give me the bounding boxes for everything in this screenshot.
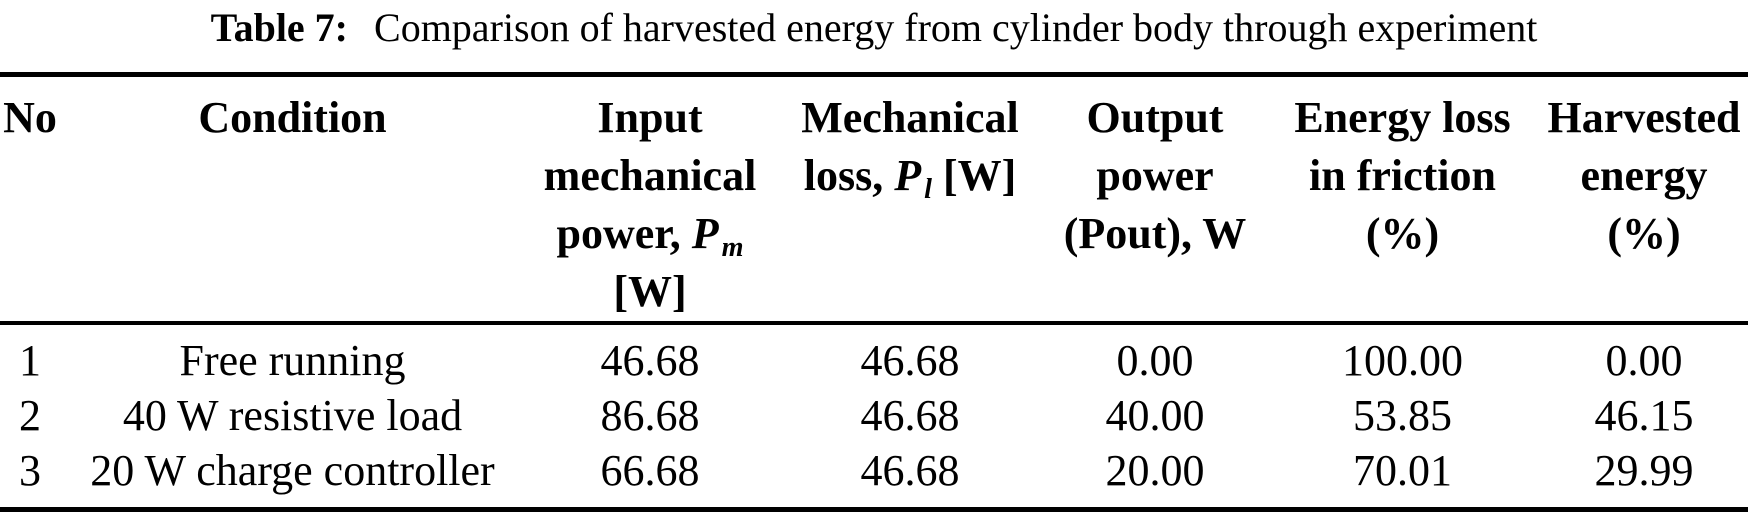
col-header-line: in friction [1265, 147, 1540, 205]
header-text-segment: Mechanical [801, 93, 1019, 142]
table-row: 3 20 W charge controller 66.68 46.68 20.00 70… [0, 443, 1748, 510]
cell-input-mechanical-power: 46.68 [600, 336, 700, 385]
cell-harvested-energy: 0.00 [1605, 336, 1683, 385]
header-text-segment: Harvested [1547, 93, 1741, 142]
cell-no: 2 [19, 391, 41, 440]
cell-harvested-energy: 29.99 [1594, 446, 1694, 495]
math-subscript: l [924, 174, 932, 205]
header-text-segment: (Pout), W [1063, 209, 1247, 258]
table-row: 2 40 W resistive load 86.68 46.68 40.00 53.85… [0, 388, 1748, 443]
cell-condition: 20 W charge controller [90, 446, 495, 495]
header-text-segment: Output [1086, 93, 1224, 142]
col-header-line: Input [525, 89, 775, 147]
col-header-line: mechanical [525, 147, 775, 205]
col-header-energy-loss-in-friction: Energy loss in friction (%) [1265, 75, 1540, 324]
col-header-line: Output [1045, 89, 1265, 147]
col-header-line: Energy loss [1265, 89, 1540, 147]
cell-mechanical-loss: 46.68 [860, 336, 960, 385]
header-text-segment: [W] [931, 151, 1017, 200]
table-caption-label: Table 7: [210, 5, 349, 50]
cell-input-mechanical-power: 66.68 [600, 446, 700, 495]
col-header-line: Mechanical [775, 89, 1045, 147]
header-text-segment: mechanical [543, 151, 757, 200]
col-header-output-power: Output power (Pout), W [1045, 75, 1265, 324]
col-header-harvested-energy: Harvested energy (%) [1540, 75, 1748, 324]
table-caption-text: Comparison of harvested energy from cyli… [374, 5, 1538, 50]
col-header-no: No [0, 75, 60, 324]
col-header-line: Condition [60, 89, 525, 147]
header-text-segment: (%) [1607, 209, 1681, 258]
cell-no: 1 [19, 336, 41, 385]
cell-output-power: 0.00 [1116, 336, 1194, 385]
cell-energy-loss-in-friction: 53.85 [1353, 391, 1452, 440]
table-caption: Table 7: Comparison of harvested energy f… [0, 0, 1748, 72]
cell-energy-loss-in-friction: 100.00 [1342, 336, 1463, 385]
cell-condition: 40 W resistive load [122, 391, 463, 440]
cell-condition: Free running [179, 336, 406, 385]
table-body: 1 Free running 46.68 46.68 0.00 100.00 0.00 2 40… [0, 323, 1748, 510]
header-text-segment: Energy loss [1294, 93, 1511, 142]
header-text-segment: P [894, 151, 922, 200]
col-header-line: No [0, 89, 60, 147]
math-subscript: m [721, 232, 744, 263]
header-text-segment: P [691, 209, 719, 258]
header-text-segment: loss, [803, 151, 895, 200]
col-header-line: power [1045, 147, 1265, 205]
cell-output-power: 40.00 [1105, 391, 1205, 440]
col-header-line: [W] [525, 263, 775, 321]
header-text-segment: in friction [1309, 151, 1496, 200]
cell-mechanical-loss: 46.68 [860, 446, 960, 495]
cell-input-mechanical-power: 86.68 [600, 391, 700, 440]
cell-output-power: 20.00 [1105, 446, 1205, 495]
col-header-line: energy [1540, 147, 1748, 205]
col-header-condition: Condition [60, 75, 525, 324]
header-text-segment: power [1096, 151, 1214, 200]
table-row: 1 Free running 46.68 46.68 0.00 100.00 0.00 [0, 323, 1748, 388]
header-text-segment: energy [1580, 151, 1708, 200]
col-header-line: Harvested [1540, 89, 1748, 147]
header-text-segment: (%) [1365, 209, 1440, 258]
header-text-segment: No [3, 93, 57, 142]
header-text-segment: [W] [613, 267, 687, 316]
header-text-segment: Input [597, 93, 703, 142]
col-header-line: (Pout), W [1045, 205, 1265, 263]
cell-no: 3 [19, 446, 41, 495]
cell-energy-loss-in-friction: 70.01 [1353, 446, 1452, 495]
col-header-line: (%) [1540, 205, 1748, 263]
header-text-segment: power, [556, 209, 692, 258]
header-text-segment: Condition [198, 93, 387, 142]
col-header-line: (%) [1265, 205, 1540, 263]
cell-mechanical-loss: 46.68 [860, 391, 960, 440]
cell-harvested-energy: 46.15 [1594, 391, 1694, 440]
